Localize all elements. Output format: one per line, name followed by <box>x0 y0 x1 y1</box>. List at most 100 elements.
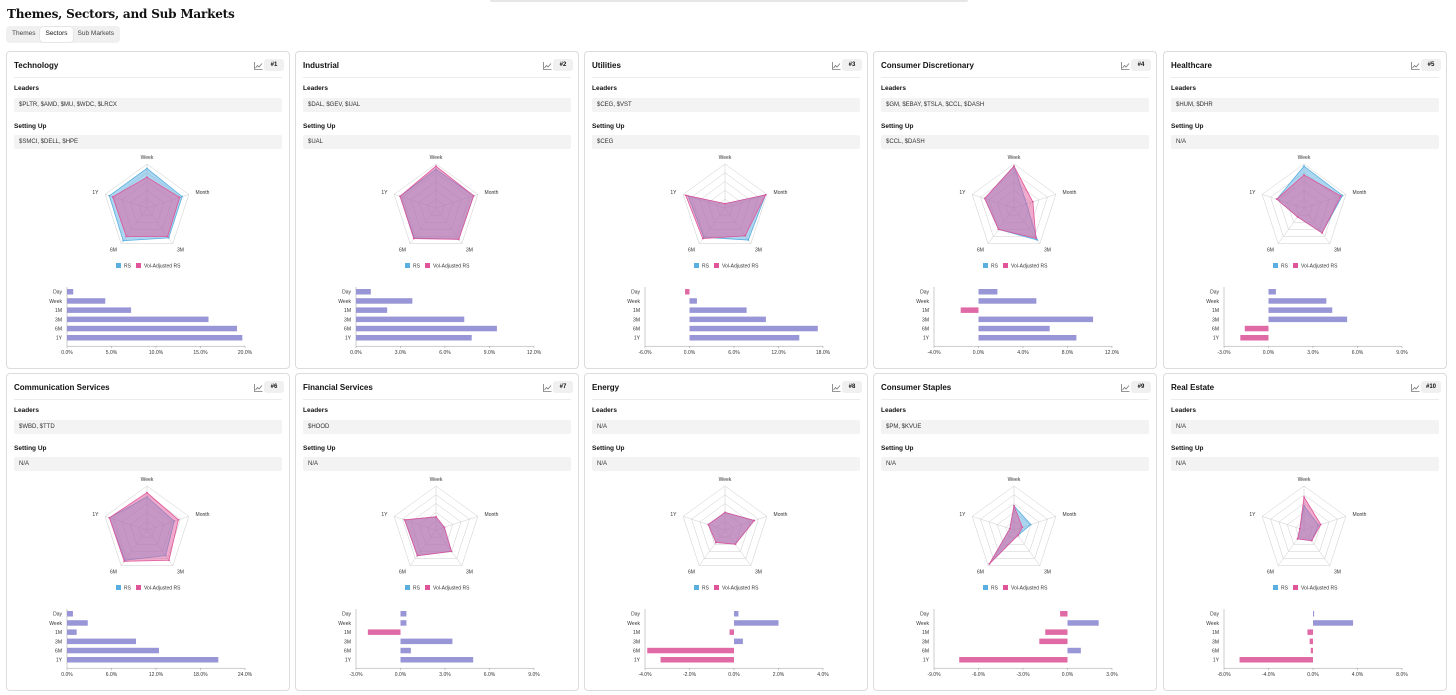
radar-legend: RS Vol-Adjusted RS <box>405 585 470 592</box>
radar-axis-label: Week <box>1008 155 1021 161</box>
leaders-label: Leaders <box>303 407 328 414</box>
sector-card: Consumer Discretionary #4 Leaders $GM, $… <box>873 51 1157 369</box>
setting-up-label: Setting Up <box>881 445 914 452</box>
legend-label-vol-adjusted-rs: Vol-Adjusted RS <box>1011 586 1048 592</box>
bar-tick-label: -3.0% <box>349 672 363 678</box>
radar-axis-label: 3M <box>177 247 184 253</box>
radar-point <box>435 515 437 518</box>
legend-label-vol-adjusted-rs: Vol-Adjusted RS <box>722 586 759 592</box>
radar-ring <box>971 485 1057 566</box>
chart-line-icon[interactable] <box>832 62 841 70</box>
radar-point <box>1036 239 1039 241</box>
bar-6m <box>689 325 818 332</box>
radar-legend: RS Vol-Adjusted RS <box>405 263 470 270</box>
sector-title: Utilities <box>592 61 621 70</box>
chart-line-icon[interactable] <box>1121 62 1130 70</box>
chart-line-icon[interactable] <box>543 62 552 70</box>
page-title: Themes, Sectors, and Sub Markets <box>7 7 235 21</box>
bar-1m <box>960 307 979 313</box>
radar-ring <box>1278 503 1330 552</box>
radar-axis-label: 3M <box>466 247 473 253</box>
bar-3m <box>978 316 1094 323</box>
chart-line-icon[interactable] <box>254 62 263 70</box>
radar-point <box>1008 527 1011 530</box>
tab-themes[interactable]: Themes <box>12 30 36 37</box>
bar-category-label: Day <box>631 290 640 296</box>
setting-up-value: N/A <box>303 457 571 471</box>
radar-series-vol-adjusted-rs <box>707 511 755 545</box>
bar-category-label: Day <box>1210 290 1219 296</box>
legend-label-vol-adjusted-rs: Vol-Adjusted RS <box>144 586 181 592</box>
bar-1y <box>660 657 734 663</box>
radar-axis-label: 3M <box>1044 569 1051 575</box>
radar-series-vol-adjusted-rs <box>112 176 181 237</box>
legend-swatch-vol-adjusted-rs <box>1003 585 1008 590</box>
radar-point <box>983 197 986 200</box>
radar-ring <box>1261 485 1347 566</box>
bar-day <box>685 289 690 295</box>
leaders-value: $CEG, $VST <box>592 98 860 112</box>
bar-1y <box>689 335 800 341</box>
radar-ring <box>682 163 768 244</box>
bar-week <box>67 298 106 304</box>
card-header: Industrial #2 <box>296 52 578 76</box>
radar-point <box>1341 194 1344 197</box>
chart-line-icon[interactable] <box>543 384 552 392</box>
radar-axis-label: 6M <box>688 247 695 253</box>
bar-category-label: 3M <box>344 317 351 323</box>
header-divider <box>881 399 1149 400</box>
bar-category-label: 1M <box>633 308 640 314</box>
bar-tick-label: 6.0% <box>728 350 740 356</box>
chart-line-icon[interactable] <box>1411 384 1420 392</box>
bar-tick-label: 3.0% <box>439 672 451 678</box>
bar-tick-label: -4.0% <box>1262 672 1276 678</box>
radar-legend: RS Vol-Adjusted RS <box>983 263 1048 270</box>
radar-point <box>1310 539 1313 542</box>
radar-legend: RS Vol-Adjusted RS <box>694 585 759 592</box>
radar-axis-label: 1Y <box>1249 190 1256 196</box>
sector-charts: Week Month 3M 6M 1Y RS Vol-Adjusted RS -8.0% -4.… <box>1206 477 1408 678</box>
chart-line-icon[interactable] <box>832 384 841 392</box>
legend-label-rs: RS <box>991 264 999 270</box>
bar-tick-label: 9.0% <box>1396 350 1408 356</box>
legend-swatch-rs <box>694 263 699 268</box>
leaders-label: Leaders <box>592 85 617 92</box>
radar-point <box>1275 198 1278 201</box>
bar-1y <box>67 335 243 341</box>
radar-point <box>125 235 128 238</box>
header-divider <box>14 399 282 400</box>
chart-line-icon[interactable] <box>1411 62 1420 70</box>
legend-label-rs: RS <box>1281 264 1289 270</box>
leaders-label: Leaders <box>14 85 39 92</box>
bar-1m <box>367 629 401 635</box>
legend-label-vol-adjusted-rs: Vol-Adjusted RS <box>433 586 470 592</box>
chart-line-icon[interactable] <box>1121 384 1130 392</box>
radar-series-vol-adjusted-rs <box>989 504 1023 565</box>
bar-category-label: 1Y <box>923 658 930 664</box>
radar-axis-label: Month <box>196 190 210 196</box>
radar-axis-label: Month <box>1353 190 1367 196</box>
tab-sectors[interactable]: Sectors <box>40 27 73 42</box>
bar-1y <box>1240 335 1269 341</box>
sector-title: Consumer Discretionary <box>881 61 974 70</box>
leaders-label: Leaders <box>881 407 906 414</box>
radar-ring <box>393 485 479 566</box>
setting-up-label: Setting Up <box>1171 123 1204 130</box>
bar-category-label: 6M <box>633 327 640 333</box>
radar-point <box>416 554 419 557</box>
sector-charts: Week Month 3M 6M 1Y RS Vol-Adjusted RS -3.0% 0.0… <box>1206 155 1408 356</box>
radar-ring <box>402 494 470 559</box>
radar-ring <box>691 494 759 559</box>
radar-point <box>167 237 170 239</box>
tab-sub-markets[interactable]: Sub Markets <box>77 30 115 37</box>
bar-tick-label: 4.0% <box>817 672 829 678</box>
radar-legend: RS Vol-Adjusted RS <box>1273 585 1338 592</box>
radar-series-vol-adjusted-rs <box>108 492 179 562</box>
setting-up-label: Setting Up <box>592 445 625 452</box>
radar-legend: RS Vol-Adjusted RS <box>1273 263 1338 270</box>
top-search-bar-edge <box>490 0 968 2</box>
bar-category-label: 3M <box>922 317 929 323</box>
bar-day <box>400 611 407 617</box>
chart-line-icon[interactable] <box>254 384 263 392</box>
radar-ring <box>980 172 1048 237</box>
